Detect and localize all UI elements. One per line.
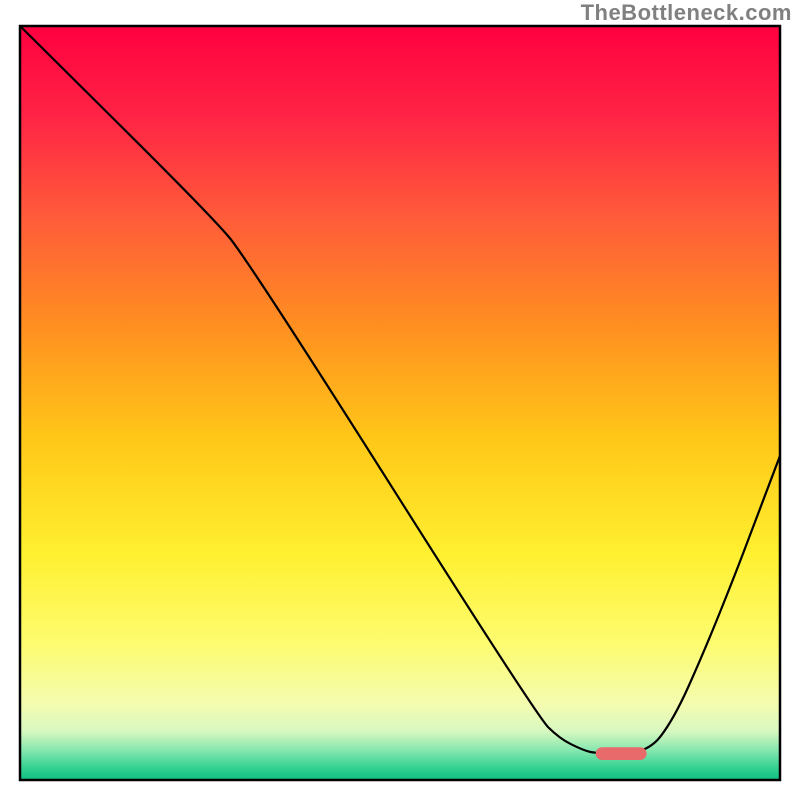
optimal-marker xyxy=(596,747,647,760)
watermark-text: TheBottleneck.com xyxy=(581,0,792,26)
bottleneck-gradient-chart xyxy=(0,0,800,800)
